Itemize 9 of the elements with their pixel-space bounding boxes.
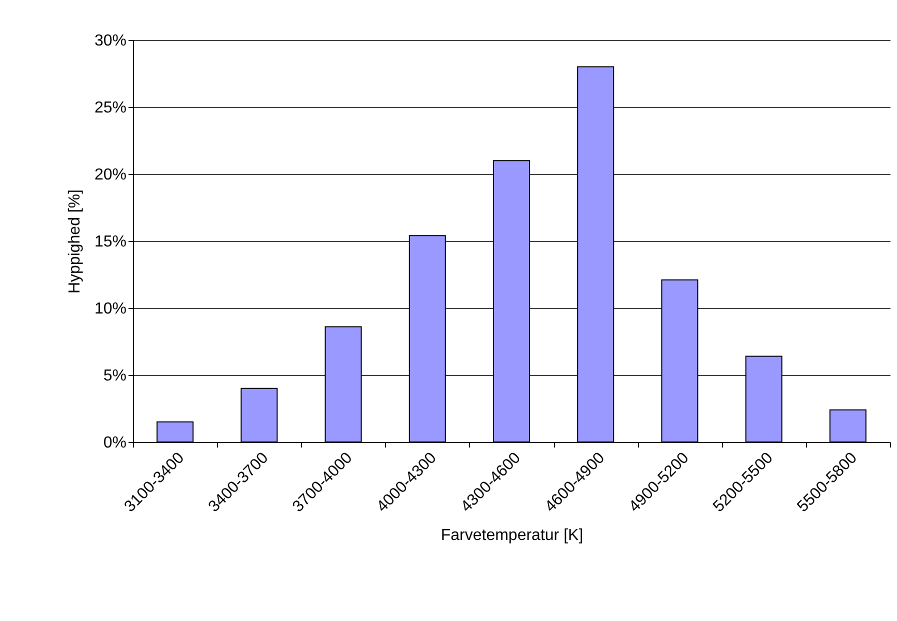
y-tick-label: 25% xyxy=(94,100,126,116)
y-tick-label: 30% xyxy=(94,32,126,50)
y-tick-label: 10% xyxy=(94,300,126,318)
y-tick-label: 0% xyxy=(103,434,126,452)
x-axis-title: Farvetemperatur [K] xyxy=(440,526,584,544)
y-tick-label: 15% xyxy=(94,234,126,250)
y-axis-title: Hyppighed [%] xyxy=(66,189,84,294)
y-tick-label: 20% xyxy=(94,166,126,184)
y-tick-label: 5% xyxy=(103,368,126,384)
